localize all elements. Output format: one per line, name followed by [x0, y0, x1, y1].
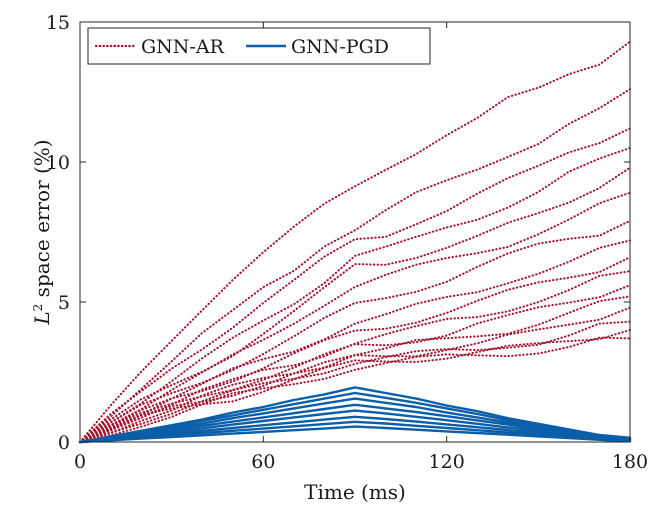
series-line-gnn-ar-run-7 — [79, 219, 631, 443]
plot-frame — [79, 21, 631, 443]
y-axis-label: L2 space error (%) — [30, 139, 54, 325]
series-line-gnn-ar-run-6 — [79, 191, 631, 443]
series-line-gnn-pgd-run-6 — [78, 415, 632, 444]
legend-label-gnn-ar: GNN-AR — [141, 36, 225, 58]
series-layer — [78, 40, 632, 444]
x-axis-label: Time (ms) — [304, 480, 406, 504]
series-line-gnn-pgd-run-8 — [78, 425, 632, 444]
legend-label-gnn-pgd: GNN-PGD — [291, 36, 389, 58]
y-axis-label-var: L — [30, 311, 54, 325]
series-line-gnn-ar-run-16 — [79, 336, 631, 443]
series-line-gnn-ar-run-5 — [79, 166, 631, 443]
y-tick-label: 10 — [46, 152, 70, 174]
series-line-gnn-ar-run-15 — [79, 329, 631, 443]
series-line-gnn-ar-run-8 — [79, 239, 631, 443]
series-line-gnn-ar-run-11 — [79, 284, 631, 443]
x-tick-label: 60 — [251, 451, 275, 473]
series-line-gnn-ar-run-4 — [79, 147, 631, 443]
y-tick-label: 0 — [58, 432, 70, 454]
series-line-gnn-pgd-run-3 — [78, 397, 632, 444]
series-line-gnn-ar-run-9 — [79, 256, 631, 443]
series-line-gnn-ar-run-3 — [79, 127, 631, 443]
series-line-gnn-ar-run-1 — [79, 40, 631, 443]
series-line-gnn-ar-run-14 — [79, 320, 631, 443]
series-line-gnn-ar-run-2 — [79, 88, 631, 443]
plot-background — [80, 22, 630, 442]
series-line-gnn-pgd-run-7 — [78, 420, 632, 444]
series-line-gnn-pgd-run-1 — [78, 386, 632, 444]
series-line-gnn-pgd-run-5 — [78, 409, 632, 444]
series-line-gnn-pgd-run-2 — [78, 391, 632, 444]
legend: GNN-AR GNN-PGD — [87, 27, 431, 65]
series-line-gnn-pgd-run-4 — [78, 403, 632, 444]
x-tick-label: 0 — [74, 451, 86, 473]
tick-layer: 0 60 120 180 0 5 10 15 — [46, 12, 648, 473]
series-line-gnn-ar-run-13 — [79, 306, 631, 443]
x-tick-label: 180 — [612, 451, 648, 473]
y-axis-label-rest: space error (%) — [30, 139, 54, 303]
y-axis-label-sup: 2 — [31, 304, 45, 312]
y-tick-label: 15 — [46, 12, 70, 34]
y-tick-label: 5 — [58, 292, 70, 314]
x-tick-label: 120 — [429, 451, 465, 473]
